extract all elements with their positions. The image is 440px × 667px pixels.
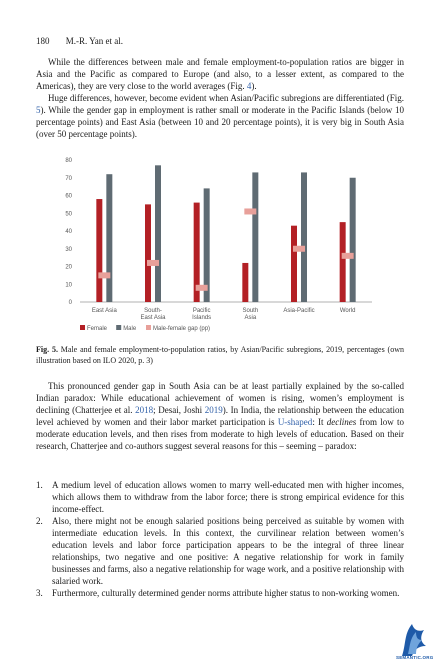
body-text-top: While the differences between male and f… [36, 56, 404, 140]
page-number: 180 [36, 36, 50, 46]
legend-swatch [80, 325, 85, 330]
male-bar [301, 172, 307, 302]
figure-caption: Fig. 5. Male and female employment-to-po… [36, 344, 404, 366]
caption-text: Male and female employment-to-population… [36, 345, 404, 365]
x-tick-label: East Asia [140, 315, 166, 321]
male-bar [252, 172, 258, 302]
paragraph-1-text: While the differences between male and f… [36, 57, 404, 91]
list-number: 3. [36, 587, 43, 599]
y-tick-label: 10 [65, 282, 72, 288]
legend-label: Male-female gap (pp) [153, 326, 210, 332]
x-tick-label: World [340, 308, 356, 314]
gap-marker [98, 272, 110, 278]
paragraph-3: This pronounced gender gap in South Asia… [36, 380, 404, 452]
x-tick-label: Asia [244, 315, 256, 321]
publisher-logo-text: SEMANTIC.ORG [396, 655, 436, 660]
paragraph-1: While the differences between male and f… [36, 56, 404, 92]
y-tick-label: 40 [65, 229, 72, 235]
list-item: 1. A medium level of education allows wom… [36, 479, 404, 515]
gap-marker [147, 260, 159, 266]
employment-chart: 0 10 20 30 40 50 60 70 80 East Asia South- East Asi… [54, 152, 394, 338]
female-bar [340, 222, 346, 302]
publisher-logo-icon [396, 616, 430, 660]
y-tick-label: 70 [65, 176, 72, 182]
y-tick-label: 50 [65, 211, 72, 217]
gap-marker [244, 208, 256, 214]
figure-label: Fig. 5. [36, 345, 58, 354]
x-tick-label: South- [144, 308, 162, 314]
u-shaped-link[interactable]: U-shaped [278, 417, 313, 427]
list-item: 2. Also, there might not be enough salari… [36, 515, 404, 587]
x-tick-label: South [242, 308, 258, 314]
y-tick-label: 0 [69, 300, 73, 306]
list-item-text: Also, there might not be enough salaried… [52, 516, 404, 586]
list-number: 2. [36, 515, 43, 527]
legend-swatch [116, 325, 121, 330]
female-bar [291, 226, 297, 302]
paragraph-2-text-a: Huge differences, however, become eviden… [48, 93, 404, 103]
male-bar [350, 178, 356, 302]
gap-marker [342, 253, 354, 259]
reasons-list: 1. A medium level of education allows wom… [36, 479, 404, 599]
paragraph-2: Huge differences, however, become eviden… [36, 92, 404, 140]
female-bar [145, 204, 151, 302]
list-item: 3. Furthermore, culturally determined gen… [36, 587, 404, 599]
y-tick-label: 80 [65, 158, 72, 164]
legend-label: Female [87, 326, 108, 332]
y-tick-label: 60 [65, 194, 72, 200]
paragraph-3-text-d: : It [312, 417, 326, 427]
running-head-authors: M.-R. Yan et al. [66, 36, 123, 46]
x-tick-label: Pacific [193, 308, 211, 314]
paragraph-1-end: ). [251, 81, 256, 91]
y-tick-label: 20 [65, 265, 72, 271]
legend-swatch [146, 325, 151, 330]
female-bar [96, 199, 102, 302]
emphasis-declines: declines [327, 417, 357, 427]
gap-marker [196, 285, 208, 291]
x-tick-label: Asia-Pacific [283, 308, 314, 314]
x-tick-label: East Asia [92, 308, 118, 314]
list-item-text: A medium level of education allows women… [52, 480, 404, 514]
male-bar [155, 165, 161, 302]
female-bar [242, 263, 248, 302]
body-text-bottom: This pronounced gender gap in South Asia… [36, 380, 404, 452]
citation-link-2019[interactable]: 2019 [205, 405, 223, 415]
list-number: 1. [36, 479, 43, 491]
page-header: 180 M.-R. Yan et al. [36, 36, 123, 46]
list-item-text: Furthermore, culturally determined gende… [52, 588, 399, 598]
x-tick-label: Islands [192, 315, 211, 321]
citation-link-2018[interactable]: 2018 [135, 405, 153, 415]
y-tick-label: 30 [65, 247, 72, 253]
paragraph-2-text-b: ). While the gender gap in employment is… [36, 105, 404, 139]
male-bar [106, 174, 112, 302]
legend-label: Male [123, 326, 137, 332]
paragraph-3-text-b: ; Desai, Joshi [153, 405, 205, 415]
gap-marker [293, 246, 305, 252]
